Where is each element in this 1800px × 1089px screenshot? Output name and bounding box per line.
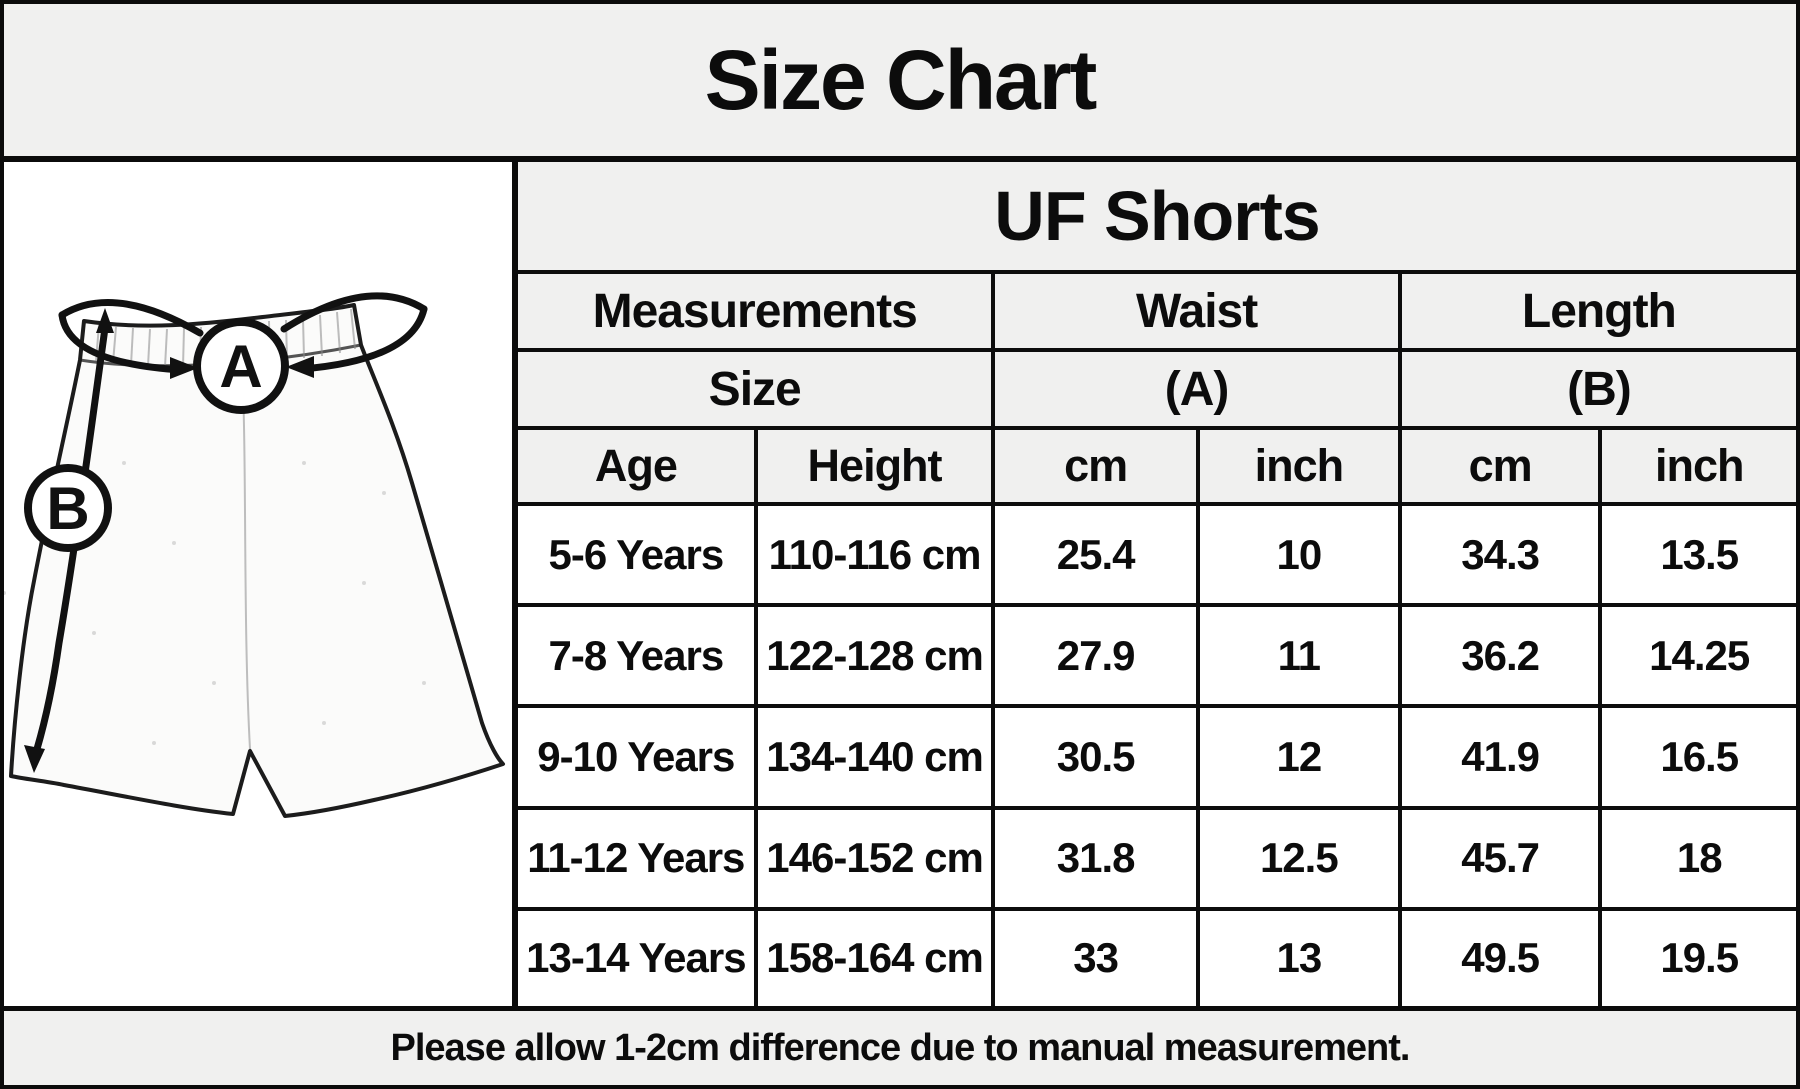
col-length-inch: inch xyxy=(1598,426,1798,506)
col-age: Age xyxy=(516,426,758,506)
col-waist-cm: cm xyxy=(991,426,1200,506)
length-header: Length xyxy=(1397,270,1799,352)
length-measure-arrow-icon xyxy=(24,308,114,773)
cell-length-inch: 16.5 xyxy=(1598,704,1798,810)
col-height: Height xyxy=(753,426,996,506)
product-title: UF Shorts xyxy=(516,160,1798,274)
size-header: Size xyxy=(515,348,996,430)
cell-waist-inch: 12 xyxy=(1195,704,1402,810)
waist-marker-label: A xyxy=(219,333,262,400)
length-marker-label: B xyxy=(46,475,89,542)
cell-waist-inch: 10 xyxy=(1195,501,1402,608)
cell-length-cm: 49.5 xyxy=(1397,906,1603,1009)
cell-height: 110-116 cm xyxy=(753,501,996,608)
col-waist-inch: inch xyxy=(1195,426,1402,506)
cell-waist-cm: 33 xyxy=(991,906,1200,1009)
cell-age: 11-12 Years xyxy=(516,805,758,911)
table-row: 9-10 Years 134-140 cm 30.5 12 41.9 16.5 xyxy=(516,704,1798,810)
measurements-header: Measurements xyxy=(515,270,996,352)
cell-waist-inch: 13 xyxy=(1195,906,1402,1009)
fabric-texture-icon xyxy=(4,461,426,745)
table-row: 5-6 Years 110-116 cm 25.4 10 34.3 13.5 xyxy=(516,501,1798,608)
size-key-row: Size (A) (B) xyxy=(515,348,1799,430)
cell-length-inch: 14.25 xyxy=(1598,603,1798,709)
cell-height: 146-152 cm xyxy=(753,805,996,911)
cell-length-cm: 34.3 xyxy=(1397,501,1603,608)
length-marker: B xyxy=(24,464,112,552)
cell-length-cm: 41.9 xyxy=(1397,704,1603,810)
waist-header: Waist xyxy=(991,270,1402,352)
size-table: UF Shorts Measurements Waist Length Size… xyxy=(515,160,1799,1009)
cell-waist-cm: 30.5 xyxy=(991,704,1200,810)
footer-band: Please allow 1-2cm difference due to man… xyxy=(4,1006,1796,1085)
cell-length-inch: 19.5 xyxy=(1598,906,1798,1009)
table-row: 11-12 Years 146-152 cm 31.8 12.5 45.7 18 xyxy=(516,805,1798,911)
cell-age: 7-8 Years xyxy=(516,603,758,709)
cell-length-cm: 36.2 xyxy=(1397,603,1603,709)
col-length-cm: cm xyxy=(1397,426,1603,506)
content-area: A B UF Shorts Measur xyxy=(4,160,1799,1009)
title-band: Size Chart xyxy=(4,4,1796,162)
shorts-illustration-panel: A B xyxy=(4,162,518,1006)
waist-key: (A) xyxy=(991,348,1402,430)
product-header-row: UF Shorts xyxy=(516,160,1798,274)
group-header-row: Measurements Waist Length xyxy=(515,270,1799,352)
table-row: 13-14 Years 158-164 cm 33 13 49.5 19.5 xyxy=(516,906,1798,1009)
cell-waist-cm: 31.8 xyxy=(991,805,1200,911)
cell-length-inch: 13.5 xyxy=(1598,501,1798,608)
cell-waist-inch: 12.5 xyxy=(1195,805,1402,911)
cell-waist-cm: 25.4 xyxy=(991,501,1200,608)
size-table-panel: UF Shorts Measurements Waist Length Size… xyxy=(515,160,1799,1009)
cell-height: 134-140 cm xyxy=(753,704,996,810)
page-title: Size Chart xyxy=(704,32,1098,127)
length-key: (B) xyxy=(1397,348,1799,430)
cell-age: 9-10 Years xyxy=(516,704,758,810)
shorts-outline-icon xyxy=(9,303,505,818)
cell-waist-cm: 27.9 xyxy=(991,603,1200,709)
shorts-measurement-diagram-icon: A B xyxy=(4,292,505,818)
cell-height: 122-128 cm xyxy=(753,603,996,709)
cell-length-inch: 18 xyxy=(1598,805,1798,911)
waist-measure-arrows-icon xyxy=(58,292,428,379)
footer-disclaimer: Please allow 1-2cm difference due to man… xyxy=(390,1026,1411,1069)
cell-length-cm: 45.7 xyxy=(1397,805,1603,911)
cell-waist-inch: 11 xyxy=(1195,603,1402,709)
cell-height: 158-164 cm xyxy=(753,906,996,1009)
cell-age: 13-14 Years xyxy=(516,906,758,1009)
waist-marker: A xyxy=(193,318,289,414)
cell-age: 5-6 Years xyxy=(516,501,758,608)
table-row: 7-8 Years 122-128 cm 27.9 11 36.2 14.25 xyxy=(516,603,1798,709)
column-header-row: Age Height cm inch cm inch xyxy=(516,426,1798,506)
